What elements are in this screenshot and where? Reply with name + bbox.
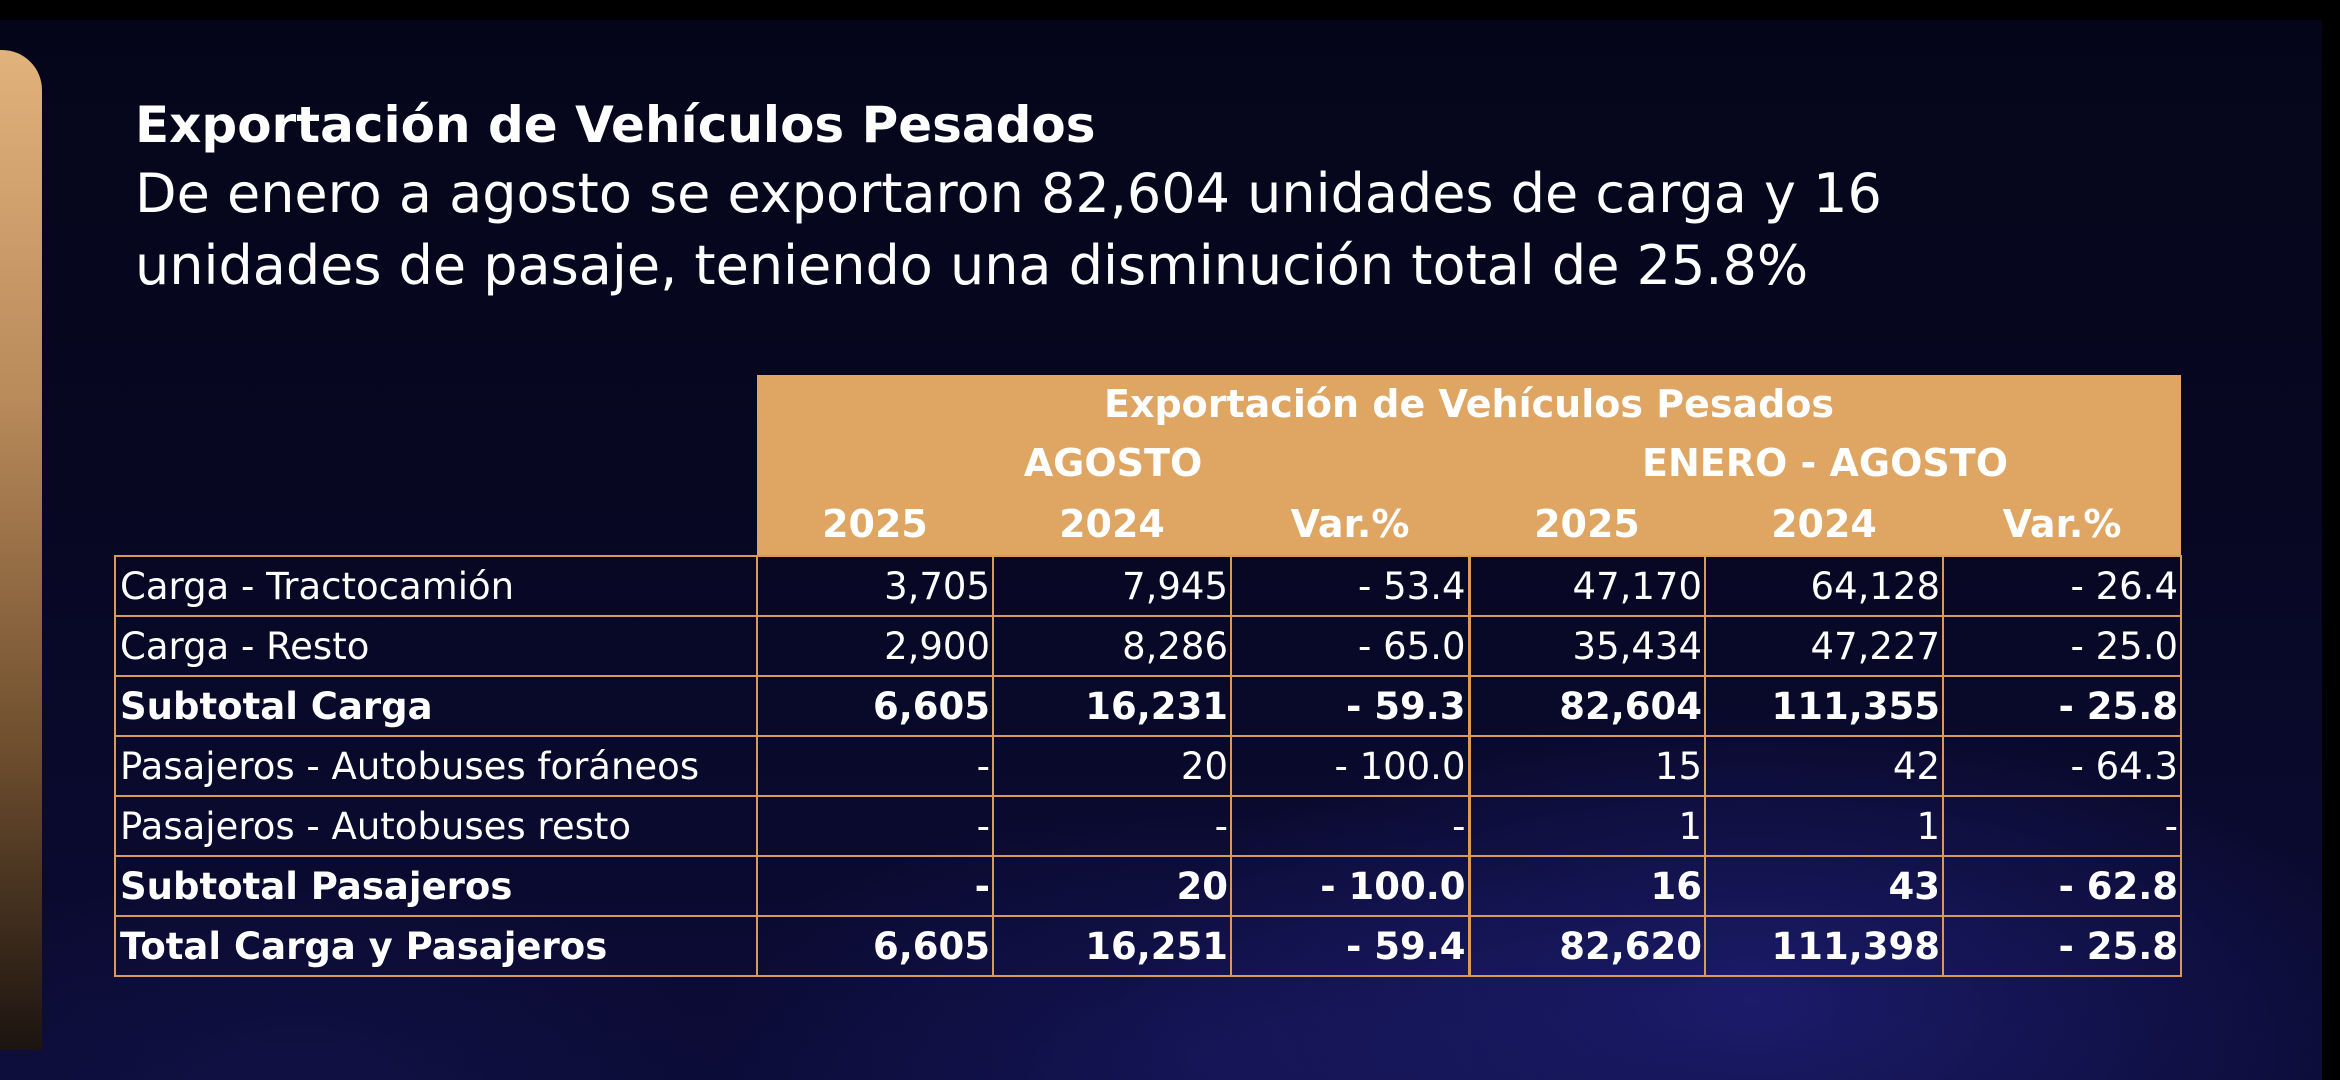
row-label: Carga - Resto (114, 615, 758, 677)
table-cell: 2,900 (756, 615, 994, 677)
row-label: Total Carga y Pasajeros (114, 915, 758, 977)
column-header: 2025 (1469, 493, 1705, 556)
column-header: 2025 (757, 493, 993, 556)
table-cell: 1 (1704, 795, 1944, 857)
table-cell: 82,604 (1468, 675, 1706, 737)
table-cell: 82,620 (1468, 915, 1706, 977)
table-cell: 1 (1468, 795, 1706, 857)
table-cell: - (992, 795, 1232, 857)
table-header: Exportación de Vehículos Pesados AGOSTO … (115, 375, 2181, 556)
table-cell: - 25.8 (1942, 675, 2182, 737)
column-header: 2024 (993, 493, 1231, 556)
table-cell: - (1942, 795, 2182, 857)
column-header: Var.% (1231, 493, 1469, 556)
table-cell: 35,434 (1468, 615, 1706, 677)
table-cell: - (756, 735, 994, 797)
presentation-slide: Exportación de Vehículos Pesados De ener… (0, 20, 2322, 1080)
table-cell: 20 (992, 735, 1232, 797)
table-cell: - (1230, 795, 1471, 857)
table-cell: 16 (1468, 855, 1706, 917)
screen-bezel (2322, 0, 2340, 1080)
header-blank-cell (115, 493, 757, 556)
period-header-enero-agosto: ENERO - AGOSTO (1469, 433, 2181, 493)
page-title: Exportación de Vehículos Pesados (135, 96, 1096, 154)
table-cell: 6,605 (756, 915, 994, 977)
period-header-agosto: AGOSTO (757, 433, 1469, 493)
table-row: Carga - Resto 2,900 8,286- 65.0 35,434 47,22… (114, 615, 2182, 677)
table-cell: 6,605 (756, 675, 994, 737)
table-row: Subtotal Pasajeros -20- 100.0 16 43- 62.8 (114, 855, 2182, 917)
table-cell: 16,251 (992, 915, 1232, 977)
table-cell: - 65.0 (1230, 615, 1471, 677)
export-table: Exportación de Vehículos Pesados AGOSTO … (114, 375, 2182, 977)
table-cell: 111,398 (1704, 915, 1944, 977)
table-cell: 20 (992, 855, 1232, 917)
table-cell: 64,128 (1704, 555, 1944, 617)
table-cell: - 25.8 (1942, 915, 2182, 977)
table-cell: - 100.0 (1230, 735, 1471, 797)
table-cell: - 62.8 (1942, 855, 2182, 917)
page-subtitle: De enero a agosto se exportaron 82,604 u… (135, 162, 1882, 297)
table-body: Carga - Tractocamión 3,705 7,945- 53.4 47,1… (114, 555, 2182, 977)
header-blank-cell (115, 375, 757, 433)
table-row: Pasajeros - Autobuses foráneos -20- 100.0… (114, 735, 2182, 797)
table-cell: - 64.3 (1942, 735, 2182, 797)
table-cell: - 100.0 (1230, 855, 1471, 917)
table-cell: - 59.3 (1230, 675, 1471, 737)
column-header: Var.% (1943, 493, 2181, 556)
table-cell: 16,231 (992, 675, 1232, 737)
export-table-container: Exportación de Vehículos Pesados AGOSTO … (114, 375, 2182, 977)
table-cell: - (756, 855, 994, 917)
table-cell: - 59.4 (1230, 915, 1471, 977)
row-label: Subtotal Carga (114, 675, 758, 737)
header-blank-cell (115, 433, 757, 493)
row-label: Pasajeros - Autobuses foráneos (114, 735, 758, 797)
row-label: Pasajeros - Autobuses resto (114, 795, 758, 857)
column-header: 2024 (1705, 493, 1943, 556)
table-cell: 7,945 (992, 555, 1232, 617)
table-cell: 111,355 (1704, 675, 1944, 737)
table-cell: 3,705 (756, 555, 994, 617)
table-row: Total Carga y Pasajeros 6,605 16,251- 59.4… (114, 915, 2182, 977)
slide-accent-bar (0, 50, 42, 1050)
row-label: Subtotal Pasajeros (114, 855, 758, 917)
table-row: Pasajeros - Autobuses resto - - -1 1- (114, 795, 2182, 857)
table-title: Exportación de Vehículos Pesados (757, 375, 2181, 433)
table-row: Carga - Tractocamión 3,705 7,945- 53.4 47,1… (114, 555, 2182, 617)
table-cell: - 53.4 (1230, 555, 1471, 617)
table-cell: - 26.4 (1942, 555, 2182, 617)
table-cell: 47,227 (1704, 615, 1944, 677)
row-label: Carga - Tractocamión (114, 555, 758, 617)
table-row: Subtotal Carga 6,605 16,231- 59.3 82,604 111… (114, 675, 2182, 737)
table-cell: 47,170 (1468, 555, 1706, 617)
table-cell: 15 (1468, 735, 1706, 797)
table-cell: 8,286 (992, 615, 1232, 677)
table-cell: 43 (1704, 855, 1944, 917)
headline-block: Exportación de Vehículos Pesados De ener… (135, 92, 2185, 302)
table-cell: - 25.0 (1942, 615, 2182, 677)
table-cell: - (756, 795, 994, 857)
table-cell: 42 (1704, 735, 1944, 797)
